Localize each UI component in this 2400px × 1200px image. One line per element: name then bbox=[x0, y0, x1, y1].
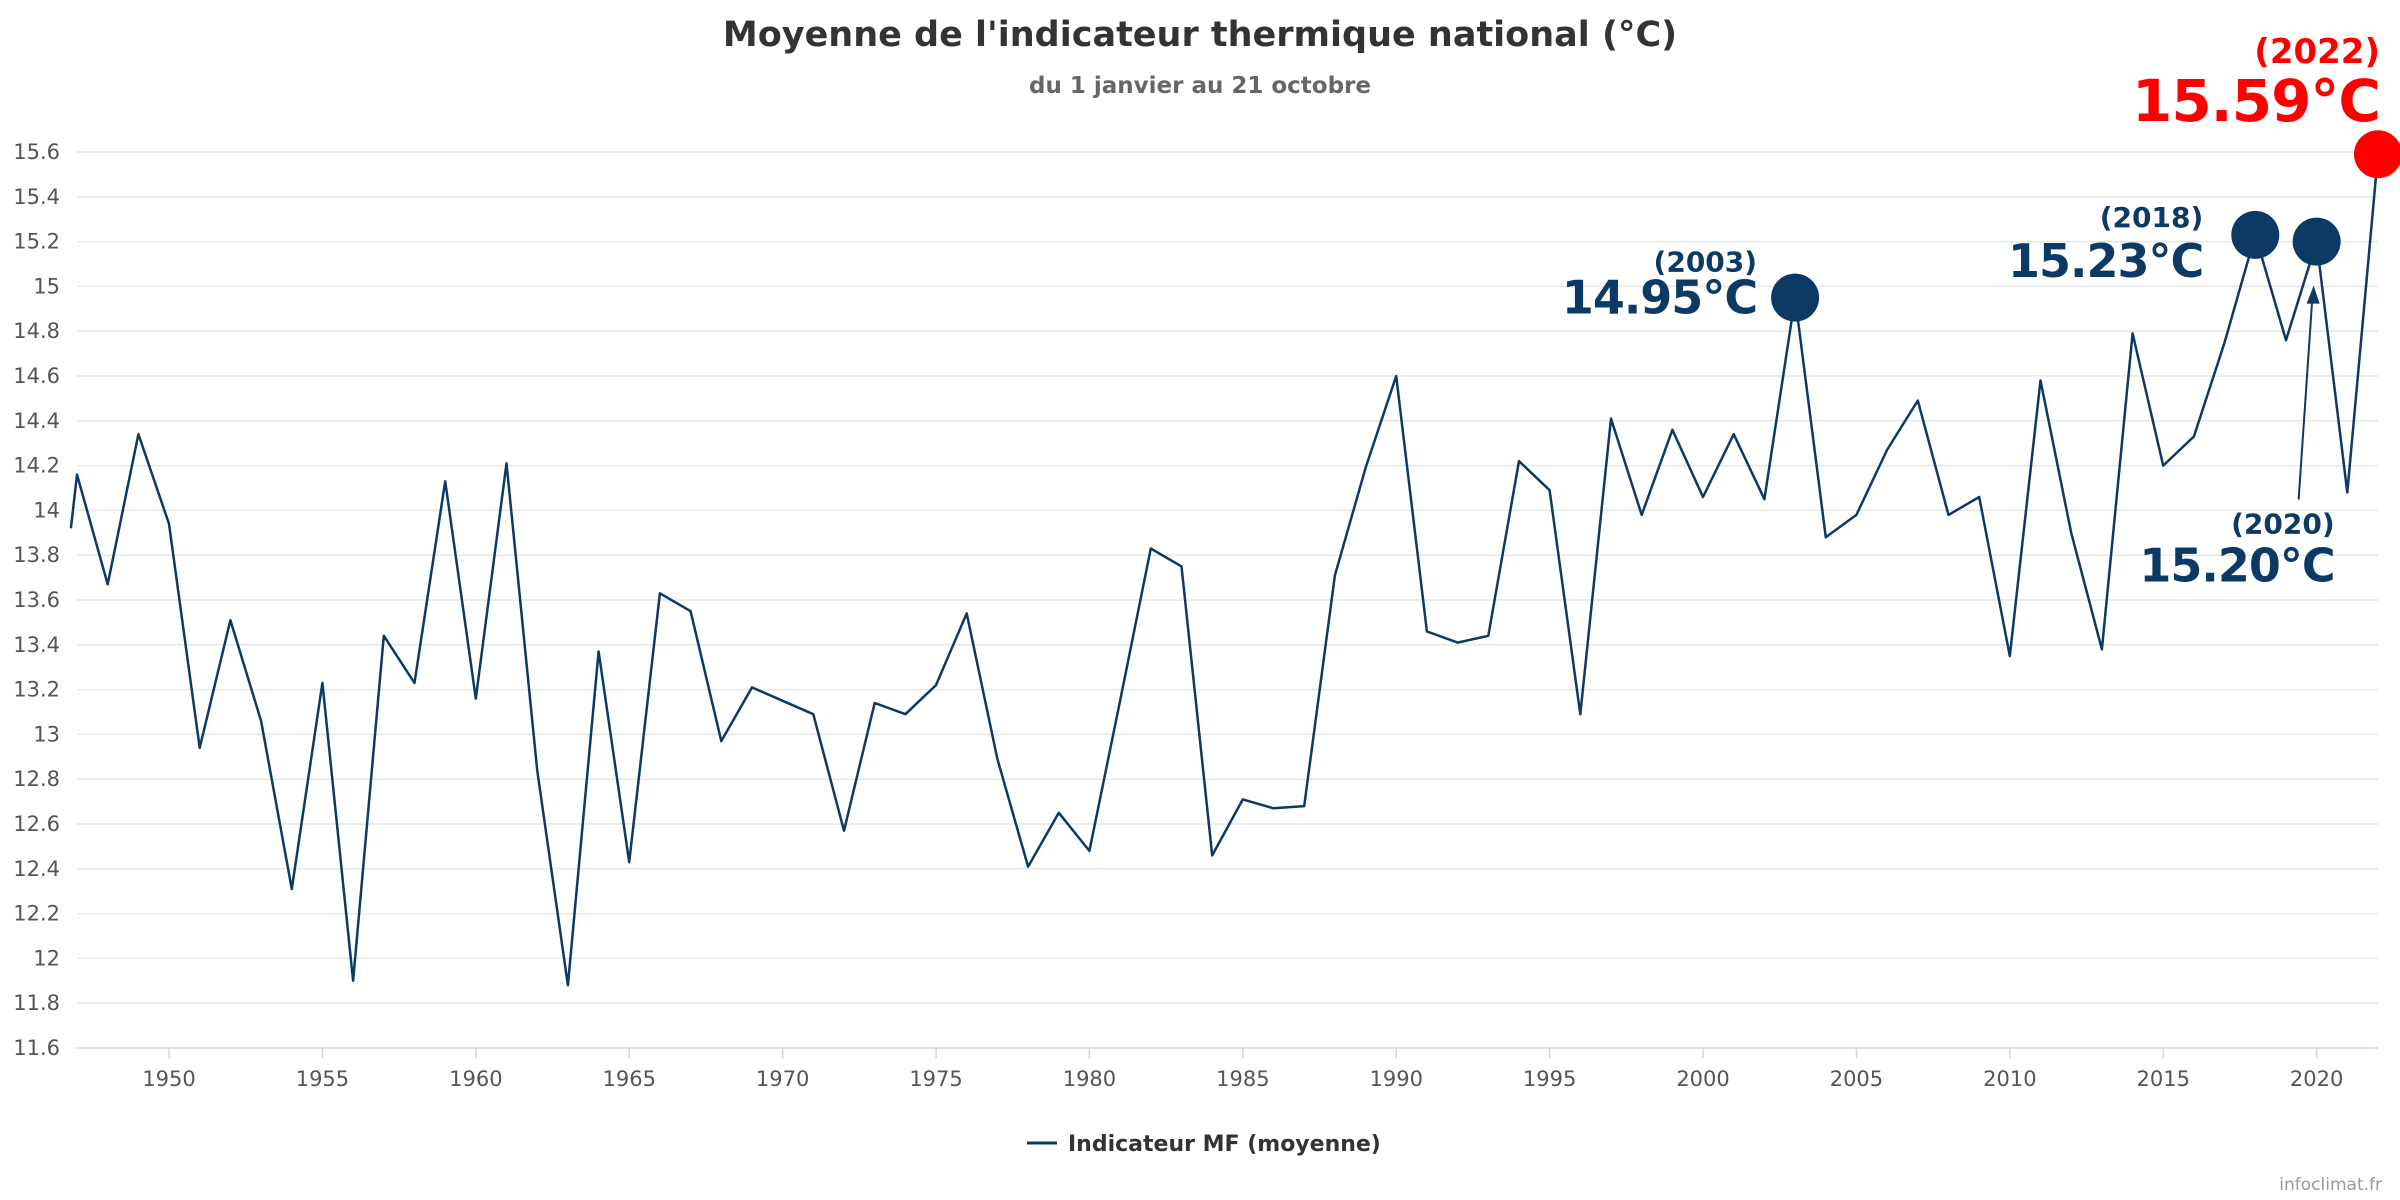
highlight-marker[interactable] bbox=[1771, 273, 1820, 322]
y-tick-label: 11.6 bbox=[13, 1036, 60, 1060]
y-tick-label: 12.6 bbox=[13, 812, 60, 836]
y-tick-label: 14.4 bbox=[13, 409, 60, 433]
credit-label[interactable]: infoclimat.fr bbox=[2279, 1175, 2382, 1195]
annotations: (2003)14.95°C (2018)15.23°C (2020)15.20°C (… bbox=[1562, 32, 2400, 593]
highlight-marker[interactable] bbox=[2292, 217, 2341, 266]
x-tick-label: 1970 bbox=[756, 1067, 809, 1091]
x-tick-label: 2020 bbox=[2290, 1067, 2343, 1091]
highlight-marker[interactable] bbox=[2231, 210, 2280, 259]
y-tick-label: 12.2 bbox=[13, 902, 60, 926]
y-tick-label: 13.6 bbox=[13, 588, 60, 612]
x-tick-label: 1950 bbox=[142, 1067, 195, 1091]
annotation-value: 14.95°C bbox=[1562, 271, 1757, 325]
annotation-connector bbox=[2297, 293, 2314, 500]
y-tick-label: 11.8 bbox=[13, 991, 60, 1015]
y-tick-label: 12.4 bbox=[13, 857, 60, 881]
x-tick-label: 2010 bbox=[1983, 1067, 2036, 1091]
y-tick-label: 14.8 bbox=[13, 319, 60, 343]
y-tick-label: 13.2 bbox=[13, 678, 60, 702]
x-tick-label: 1975 bbox=[909, 1067, 962, 1091]
y-tick-label: 13 bbox=[33, 722, 60, 746]
y-tick-label: 13.8 bbox=[13, 543, 60, 567]
x-tick-label: 1995 bbox=[1523, 1067, 1576, 1091]
y-tick-label: 14.6 bbox=[13, 364, 60, 388]
grid-lines bbox=[77, 151, 2378, 1004]
annotation-year: (2020) bbox=[2231, 508, 2335, 541]
y-tick-label: 15.2 bbox=[13, 230, 60, 254]
chart-title: Moyenne de l'indicateur thermique nation… bbox=[723, 15, 1677, 55]
y-tick-label: 15.4 bbox=[13, 185, 60, 209]
y-tick-label: 15.6 bbox=[13, 140, 60, 164]
series-line[interactable] bbox=[69, 154, 2380, 987]
legend-label: Indicateur MF (moyenne) bbox=[1068, 1132, 1381, 1157]
y-tick-label: 12.8 bbox=[13, 767, 60, 791]
x-tick-label: 2005 bbox=[1830, 1067, 1883, 1091]
x-tick-label: 2000 bbox=[1676, 1067, 1729, 1091]
annotation-value: 15.23°C bbox=[2008, 234, 2203, 288]
x-tick-label: 1965 bbox=[603, 1067, 656, 1091]
y-axis-labels: 11.6 11.8 12 12.2 12.4 12.6 12.8 13 13.2 13.4 13.6… bbox=[13, 140, 60, 1060]
series-layer bbox=[69, 154, 2380, 987]
annotation-value: 15.59°C bbox=[2132, 67, 2380, 135]
y-tick-label: 13.4 bbox=[13, 633, 60, 657]
annotation-year: (2018) bbox=[2100, 201, 2204, 234]
y-tick-label: 12 bbox=[33, 946, 60, 970]
y-tick-label: 15 bbox=[33, 274, 60, 298]
y-tick-label: 14 bbox=[33, 498, 60, 522]
x-tick-label: 2015 bbox=[2137, 1067, 2190, 1091]
annotation-value: 15.20°C bbox=[2139, 539, 2334, 593]
legend[interactable]: Indicateur MF (moyenne) bbox=[1027, 1132, 1381, 1157]
x-tick-label: 1985 bbox=[1216, 1067, 1269, 1091]
annotation-arrowhead bbox=[2306, 285, 2320, 304]
x-axis-labels: 1950 1955 1960 1965 1970 1975 1980 1985 1990 1995… bbox=[142, 1048, 2343, 1091]
annotation-year: (2003) bbox=[1654, 246, 1758, 279]
x-tick-label: 1990 bbox=[1370, 1067, 1423, 1091]
chart-subtitle: du 1 janvier au 21 octobre bbox=[1029, 73, 1371, 99]
x-tick-label: 1955 bbox=[296, 1067, 349, 1091]
x-tick-label: 1980 bbox=[1063, 1067, 1116, 1091]
y-tick-label: 14.2 bbox=[13, 454, 60, 478]
annotation-year: (2022) bbox=[2254, 32, 2380, 72]
x-tick-label: 1960 bbox=[449, 1067, 502, 1091]
highlight-marker[interactable] bbox=[2354, 130, 2400, 179]
